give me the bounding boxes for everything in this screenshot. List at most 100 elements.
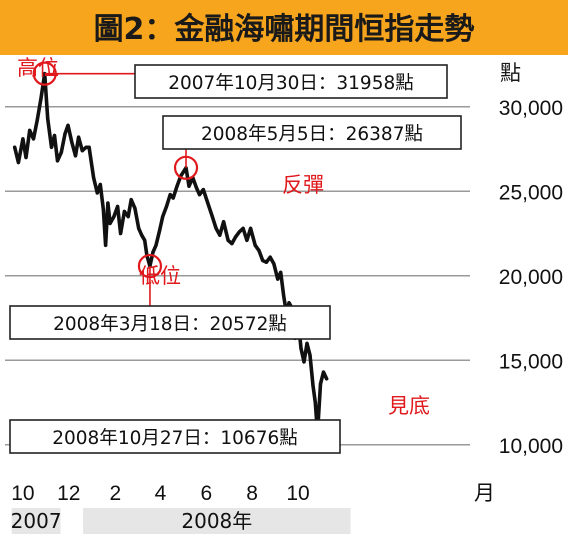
rebound-label: 反彈 — [282, 173, 324, 197]
data-point-22 — [92, 176, 96, 180]
rebound-marker — [173, 155, 199, 180]
data-point-60 — [222, 220, 226, 224]
data-point-30 — [116, 204, 120, 209]
year-band-0 — [11, 508, 61, 534]
data-point-0 — [13, 145, 17, 149]
data-point-65 — [241, 226, 245, 230]
data-point-76 — [282, 294, 286, 298]
rebound-callout-text: 2008年5月5日：26387點 — [201, 124, 423, 145]
data-point-29 — [112, 215, 116, 219]
data-point-21 — [87, 145, 91, 149]
data-point-42 — [154, 243, 158, 247]
data-point-34 — [129, 198, 133, 202]
data-point-26 — [104, 243, 108, 247]
data-point-20 — [84, 145, 88, 149]
data-point-91 — [325, 377, 329, 381]
x-tick-label-3: 4 — [155, 482, 167, 505]
data-point-43 — [158, 228, 162, 232]
data-point-51 — [187, 184, 191, 188]
chart-title: 圖2：金融海嘯期間恒指走勢 — [94, 12, 475, 47]
data-point-61 — [226, 238, 230, 242]
data-point-18 — [77, 135, 81, 139]
data-point-14 — [63, 132, 67, 136]
low-label: 低位 — [139, 264, 181, 288]
data-point-53 — [194, 186, 199, 190]
data-point-46 — [168, 193, 172, 197]
data-point-36 — [137, 226, 141, 230]
data-point-73 — [272, 262, 276, 266]
data-point-64 — [237, 230, 241, 234]
data-point-13 — [59, 150, 63, 154]
data-point-11 — [52, 133, 57, 138]
data-point-74 — [276, 277, 280, 281]
year-label-0: 2007 — [11, 509, 62, 533]
year-bar: 2007 2008年 — [11, 508, 351, 534]
data-point-69 — [257, 248, 261, 252]
high-marker — [32, 61, 57, 86]
bottom-callout-text: 2008年10月27日：10676點 — [52, 428, 298, 449]
data-point-33 — [126, 215, 130, 219]
high-callout-text: 2007年10月30日：31958點 — [168, 73, 414, 94]
data-point-59 — [218, 233, 222, 237]
year-label-1: 2008年 — [181, 509, 252, 533]
data-point-87 — [313, 400, 317, 405]
title-bar — [0, 0, 568, 55]
data-point-16 — [70, 140, 74, 144]
data-point-7 — [39, 96, 43, 100]
data-point-71 — [264, 260, 268, 264]
data-point-15 — [66, 123, 70, 127]
y-tick-labels: 30,000 25,000 20,000 15,000 10,000 — [499, 97, 563, 458]
data-point-45 — [164, 204, 169, 209]
data-point-67 — [249, 226, 253, 230]
data-point-1 — [16, 160, 20, 165]
data-point-35 — [133, 206, 137, 210]
data-point-9 — [46, 117, 50, 121]
low-callout-box — [9, 305, 331, 340]
high-callout-box — [134, 64, 448, 99]
data-point-83 — [302, 360, 306, 364]
x-tick-label-5: 8 — [246, 482, 258, 505]
year-band-1 — [83, 508, 351, 534]
x-tick-label-6: 10 — [286, 482, 309, 505]
low-callout-text: 2008年3月18日：20572點 — [53, 314, 287, 335]
low-marker — [137, 253, 163, 279]
high-label: 高位 — [17, 56, 59, 80]
data-point-58 — [214, 226, 218, 230]
data-point-31 — [119, 231, 123, 236]
x-tick-label-0: 10 — [11, 482, 34, 505]
data-point-25 — [101, 208, 105, 212]
y-tick-label-4: 10,000 — [499, 435, 563, 458]
data-point-19 — [80, 149, 84, 153]
data-point-66 — [245, 238, 249, 242]
data-point-75 — [279, 270, 283, 274]
x-unit-label: 月 — [474, 482, 495, 505]
data-point-37 — [140, 233, 144, 237]
x-tick-labels: 10 12 2 4 6 8 10 — [11, 482, 309, 505]
data-point-3 — [24, 155, 28, 160]
data-point-2 — [21, 137, 25, 141]
data-point-10 — [49, 145, 54, 149]
data-point-57 — [210, 215, 214, 219]
data-point-6 — [35, 118, 39, 122]
data-point-72 — [268, 255, 272, 259]
y-unit-label: 點 — [500, 61, 521, 85]
data-point-62 — [230, 242, 234, 246]
data-point-70 — [261, 258, 265, 263]
series-line — [12, 71, 329, 436]
data-point-86 — [311, 384, 315, 388]
data-point-28 — [108, 221, 112, 225]
grid-layer — [5, 106, 470, 446]
rebound-callout-box — [162, 115, 462, 150]
data-point-78 — [287, 301, 291, 305]
data-point-38 — [143, 238, 147, 242]
data-point-68 — [253, 243, 257, 247]
y-tick-label-1: 25,000 — [499, 181, 563, 204]
bottom-callout-box — [9, 419, 341, 454]
data-point-17 — [73, 154, 78, 158]
data-point-24 — [98, 182, 102, 187]
data-point-84 — [305, 341, 309, 345]
data-point-89 — [318, 382, 323, 386]
y-tick-label-0: 30,000 — [499, 97, 563, 120]
